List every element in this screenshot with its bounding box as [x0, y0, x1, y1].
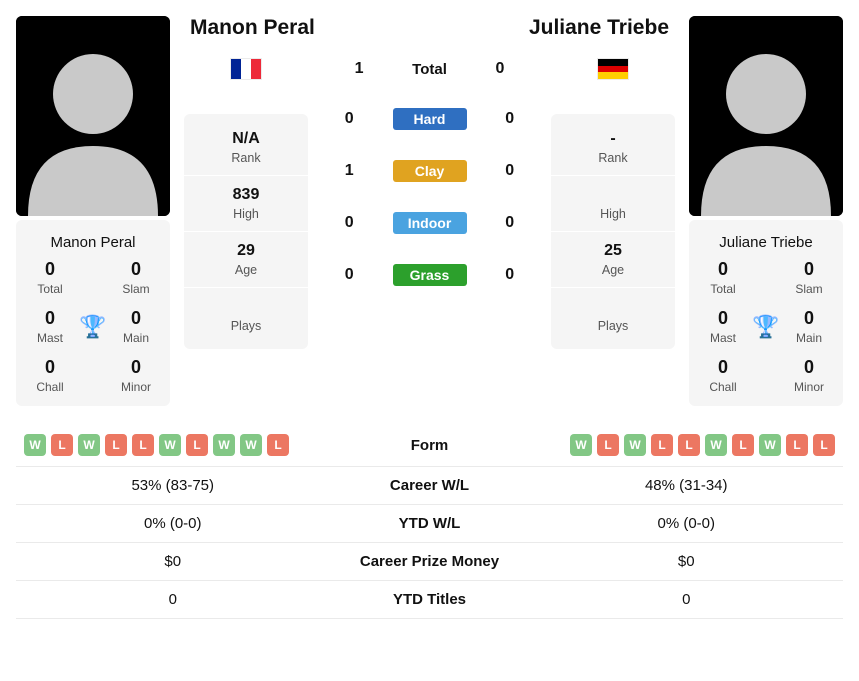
info-slot: Plays — [184, 288, 308, 343]
info-slot: -Rank — [551, 120, 675, 176]
stats-label: YTD Titles — [330, 591, 530, 608]
player1-block: Manon Peral 0Total 0Slam 0Mast🏆0Main 0Chall… — [16, 16, 170, 406]
form-chip: W — [213, 434, 235, 456]
player1-flag — [230, 58, 262, 80]
form-cell: WLWLLWLWWL — [16, 434, 330, 456]
title-stat-mast: 0Mast — [24, 308, 76, 345]
middle-column: Manon Peral Juliane Triebe N/ARank839Hig… — [184, 16, 675, 349]
title-stat-main: 0Main — [783, 308, 835, 345]
stats-table: WLWLLWLWWLFormWLWLLWLWLL53% (83-75)Caree… — [16, 424, 843, 619]
info-slot: Plays — [551, 288, 675, 343]
trophy-icon: 🏆 — [749, 314, 783, 340]
form-chip: L — [597, 434, 619, 456]
surface-chip: Hard — [393, 108, 467, 130]
title-stat-mast: 0Mast — [697, 308, 749, 345]
player2-name-top: Juliane Triebe — [529, 16, 669, 40]
player2-flag — [597, 58, 629, 80]
player2-info-col: -RankHigh25AgePlays — [551, 58, 675, 349]
title-stat-minor: 0Minor — [110, 357, 162, 394]
info-slot: 839High — [184, 176, 308, 232]
form-chip: L — [786, 434, 808, 456]
mid-body: N/ARank839High29AgePlays 1Total00Hard01C… — [184, 58, 675, 349]
form-chip: L — [732, 434, 754, 456]
form-chip: L — [678, 434, 700, 456]
h2h-column: 1Total0 0Hard0 1Clay0 0Indoor0 0Grass0 — [320, 58, 539, 286]
stats-row: 0% (0-0)YTD W/L0% (0-0) — [16, 505, 843, 543]
form-chip: W — [78, 434, 100, 456]
title-stat-chall: 0Chall — [697, 357, 749, 394]
h2h-surface-row: 0Indoor0 — [320, 212, 539, 234]
title-stat-total: 0Total — [697, 259, 749, 296]
trophy-icon: 🏆 — [76, 314, 110, 340]
player1-info-card: N/ARank839High29AgePlays — [184, 114, 308, 349]
form-chip: L — [813, 434, 835, 456]
title-stat-total: 0Total — [24, 259, 76, 296]
stats-row: 0YTD Titles0 — [16, 581, 843, 619]
info-slot: 29Age — [184, 232, 308, 288]
title-stat-chall: 0Chall — [24, 357, 76, 394]
stats-label: Form — [330, 437, 530, 454]
form-chip: L — [105, 434, 127, 456]
silhouette-icon — [689, 16, 843, 216]
player1-name-top: Manon Peral — [190, 16, 315, 40]
form-chip: L — [651, 434, 673, 456]
surface-chip: Grass — [393, 264, 467, 286]
player2-titles-card: Juliane Triebe 0Total 0Slam 0Mast🏆0Main 0Ch… — [689, 220, 843, 406]
form-chip: W — [159, 434, 181, 456]
h2h-surface-row: 0Hard0 — [320, 108, 539, 130]
stats-row: 53% (83-75)Career W/L48% (31-34) — [16, 467, 843, 505]
h2h-total-row: 1Total0 — [320, 60, 539, 78]
player2-titles-grid: 0Total 0Slam 0Mast🏆0Main 0Chall 0Minor — [697, 259, 835, 394]
form-chip: W — [705, 434, 727, 456]
info-slot: N/ARank — [184, 120, 308, 176]
player1-titles-card: Manon Peral 0Total 0Slam 0Mast🏆0Main 0Chall… — [16, 220, 170, 406]
form-chip: W — [570, 434, 592, 456]
player1-photo — [16, 16, 170, 216]
player2-block: Juliane Triebe 0Total 0Slam 0Mast🏆0Main 0Ch… — [689, 16, 843, 406]
title-stat-main: 0Main — [110, 308, 162, 345]
form-chip: L — [51, 434, 73, 456]
title-stat-slam: 0Slam — [110, 259, 162, 296]
player2-info-card: -RankHigh25AgePlays — [551, 114, 675, 349]
stats-row: $0Career Prize Money$0 — [16, 543, 843, 581]
stats-label: Career W/L — [330, 477, 530, 494]
title-stat-minor: 0Minor — [783, 357, 835, 394]
player1-titles-grid: 0Total 0Slam 0Mast🏆0Main 0Chall 0Minor — [24, 259, 162, 394]
title-stat-slam: 0Slam — [783, 259, 835, 296]
surface-chip: Indoor — [393, 212, 467, 234]
form-chip: W — [240, 434, 262, 456]
form-chip: L — [267, 434, 289, 456]
info-slot: High — [551, 176, 675, 232]
player1-info-col: N/ARank839High29AgePlays — [184, 58, 308, 349]
player2-card-name: Juliane Triebe — [697, 234, 835, 251]
player1-card-name: Manon Peral — [24, 234, 162, 251]
top-row: Manon Peral 0Total0Slam0Mast🏆0Main0Chall… — [16, 16, 843, 406]
form-cell: WLWLLWLWLL — [530, 434, 844, 456]
names-row: Manon Peral Juliane Triebe — [184, 16, 675, 58]
h2h-surface-row: 0Grass0 — [320, 264, 539, 286]
form-chip: L — [132, 434, 154, 456]
stats-label: Career Prize Money — [330, 553, 530, 570]
silhouette-icon — [16, 16, 170, 216]
form-chip: W — [24, 434, 46, 456]
player2-photo — [689, 16, 843, 216]
form-chip: W — [759, 434, 781, 456]
surface-chip: Clay — [393, 160, 467, 182]
stats-label: YTD W/L — [330, 515, 530, 532]
h2h-surface-row: 1Clay0 — [320, 160, 539, 182]
stats-row: WLWLLWLWWLFormWLWLLWLWLL — [16, 424, 843, 467]
info-slot: 25Age — [551, 232, 675, 288]
form-chip: L — [186, 434, 208, 456]
form-chip: W — [624, 434, 646, 456]
